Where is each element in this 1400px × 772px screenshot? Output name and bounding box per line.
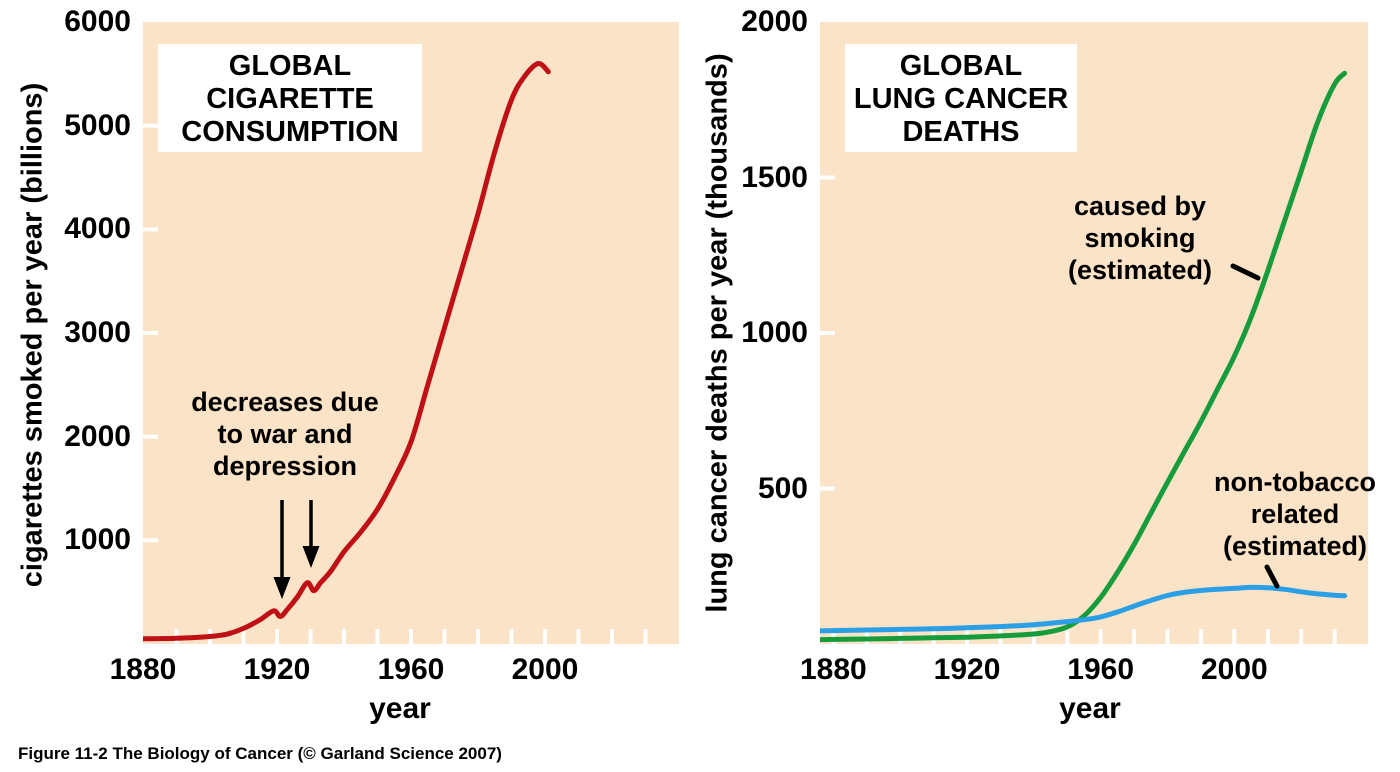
right-chart-title-line: DEATHS [902, 116, 1020, 148]
annotation-line: (estimated) [1222, 531, 1368, 561]
annotation-pointer-dash [1230, 263, 1261, 281]
y-tick-label: 1500 [741, 160, 808, 194]
annotation-line: smoking [1084, 223, 1196, 253]
smoking-deaths-curve [820, 70, 1348, 643]
consumption-curve [143, 61, 551, 642]
x-tick-label: 2000 [511, 653, 579, 686]
war-dip-arrow-head [273, 577, 291, 599]
annotation-line: non-tobacco [1214, 467, 1376, 497]
left-chart-title-box: GLOBAL CIGARETTE CONSUMPTION [158, 44, 422, 152]
caused-by-smoking-label: caused by smoking (estimated) [1040, 190, 1240, 286]
left-chart-title-line: CONSUMPTION [181, 116, 399, 148]
y-tick-label: 1000 [741, 316, 808, 349]
x-tick-label: 1920 [243, 653, 311, 686]
x-tick-label: 1880 [109, 653, 177, 686]
y-tick-label: 500 [757, 471, 808, 505]
y-tick-label: 4000 [64, 212, 131, 246]
left-chart-title-line: CIGARETTE [206, 83, 374, 115]
figure-caption: Figure 11-2 The Biology of Cancer (© Gar… [18, 744, 502, 763]
y-tick-label: 1000 [64, 523, 131, 557]
annotation-line: related [1250, 499, 1340, 529]
x-tick-label: 1960 [377, 653, 445, 686]
non-tobacco-related-label: non-tobacco related (estimated) [1175, 466, 1400, 562]
y-tick-label: 2000 [64, 419, 131, 453]
annotation-line: depression [212, 451, 358, 481]
x-tick-label: 2000 [1200, 653, 1268, 686]
annotation-line: caused by [1073, 191, 1207, 221]
annotation-pointer-dash [1264, 564, 1280, 589]
y-tick-label: 6000 [64, 5, 131, 38]
right-x-axis-title: year [1059, 692, 1121, 725]
x-tick-label: 1880 [799, 653, 867, 686]
y-tick-label: 5000 [64, 108, 131, 142]
war-dip-arrow-head [302, 546, 320, 568]
annotation-line: to war and [217, 419, 353, 449]
annotation-line: decreases due [191, 387, 379, 417]
right-chart-title-box: GLOBAL LUNG CANCER DEATHS [845, 44, 1077, 152]
x-tick-label: 1920 [933, 653, 1001, 686]
right-chart-title-line: LUNG CANCER [853, 83, 1069, 115]
x-tick-label: 1960 [1067, 653, 1135, 686]
y-tick-label: 3000 [64, 316, 131, 349]
y-tick-label: 2000 [741, 5, 808, 38]
right-chart-title-line: GLOBAL [899, 50, 1023, 82]
annotation-line: (estimated) [1067, 255, 1213, 285]
war-depression-annotation: decreases due to war and depression [165, 386, 405, 482]
non-tobacco-curve [820, 584, 1348, 634]
left-chart-title-line: GLOBAL [228, 50, 352, 82]
left-x-axis-title: year [369, 692, 431, 725]
